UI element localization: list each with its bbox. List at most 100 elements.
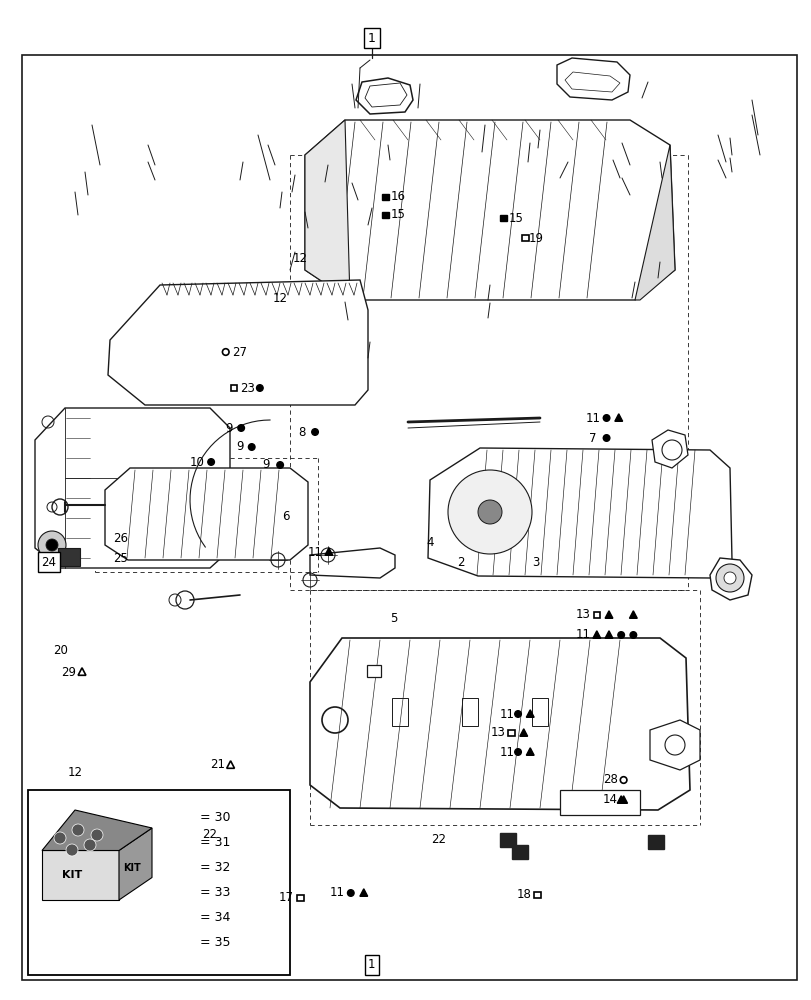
Polygon shape <box>651 430 687 468</box>
Circle shape <box>603 415 609 421</box>
Circle shape <box>66 844 78 856</box>
Polygon shape <box>614 414 622 421</box>
Polygon shape <box>35 408 230 568</box>
Text: 14: 14 <box>603 793 617 806</box>
Text: 25: 25 <box>113 552 127 564</box>
Text: 28: 28 <box>603 773 617 786</box>
Polygon shape <box>105 468 307 560</box>
Text: 6: 6 <box>281 510 290 522</box>
Polygon shape <box>709 558 751 600</box>
Text: 21: 21 <box>210 758 225 772</box>
Bar <box>647 835 663 849</box>
Text: KIT: KIT <box>123 863 141 874</box>
Text: 2: 2 <box>457 556 465 568</box>
Bar <box>178 915 185 921</box>
Text: 11: 11 <box>307 546 322 558</box>
Polygon shape <box>127 835 135 842</box>
Polygon shape <box>305 120 674 300</box>
Text: 9: 9 <box>225 422 233 434</box>
Text: 11: 11 <box>499 746 513 758</box>
Bar <box>58 548 80 566</box>
Polygon shape <box>604 611 612 618</box>
Polygon shape <box>519 729 527 736</box>
Bar <box>230 385 237 391</box>
Text: 1: 1 <box>367 32 375 45</box>
Text: 11: 11 <box>575 629 590 642</box>
Text: 22: 22 <box>431 833 445 846</box>
Polygon shape <box>427 448 731 578</box>
Text: 26: 26 <box>113 532 127 544</box>
Text: 4: 4 <box>426 536 434 550</box>
Polygon shape <box>42 810 152 850</box>
Text: 13: 13 <box>575 608 590 621</box>
Text: 29: 29 <box>62 666 76 678</box>
Text: = 31: = 31 <box>200 836 230 849</box>
Text: 20: 20 <box>54 644 68 656</box>
Text: 18: 18 <box>516 888 530 901</box>
Circle shape <box>91 829 103 841</box>
Text: 13: 13 <box>491 726 505 740</box>
Bar <box>28 790 290 975</box>
Text: 16: 16 <box>390 190 405 204</box>
Text: 3: 3 <box>531 556 539 568</box>
Circle shape <box>256 385 263 391</box>
Text: 24: 24 <box>41 556 56 568</box>
Bar <box>521 235 528 241</box>
Bar <box>297 895 303 901</box>
Polygon shape <box>42 850 119 900</box>
Circle shape <box>46 539 58 551</box>
Polygon shape <box>634 145 674 300</box>
Bar <box>593 612 599 618</box>
Bar <box>461 698 478 726</box>
Circle shape <box>715 564 743 592</box>
Polygon shape <box>604 631 612 638</box>
Text: 10: 10 <box>190 456 204 468</box>
Circle shape <box>54 832 66 844</box>
Bar <box>508 730 514 736</box>
Text: = 35: = 35 <box>200 936 230 949</box>
Text: 9: 9 <box>235 440 243 454</box>
Text: 11: 11 <box>329 886 344 899</box>
Circle shape <box>277 462 283 468</box>
Text: = 34: = 34 <box>200 911 230 924</box>
Text: 12: 12 <box>272 292 287 304</box>
Bar <box>560 790 639 815</box>
Polygon shape <box>359 889 367 896</box>
Text: 15: 15 <box>508 212 522 225</box>
Bar <box>531 698 547 726</box>
Text: 7: 7 <box>588 432 596 444</box>
Text: = 32: = 32 <box>200 861 230 874</box>
Circle shape <box>603 435 609 441</box>
Text: 11: 11 <box>585 412 599 424</box>
Bar <box>367 665 380 677</box>
Polygon shape <box>305 120 350 300</box>
Circle shape <box>448 470 531 554</box>
Text: 22: 22 <box>202 828 217 841</box>
Text: 17: 17 <box>278 891 293 904</box>
Text: 9: 9 <box>262 458 270 472</box>
Circle shape <box>478 500 501 524</box>
Bar <box>392 698 407 726</box>
Circle shape <box>617 632 624 638</box>
Polygon shape <box>108 280 367 405</box>
Circle shape <box>72 824 84 836</box>
Circle shape <box>238 425 244 431</box>
Text: KIT: KIT <box>62 870 82 880</box>
Text: 19: 19 <box>528 232 543 244</box>
Text: 8: 8 <box>298 426 306 438</box>
Circle shape <box>178 815 185 821</box>
Bar <box>500 833 515 847</box>
Polygon shape <box>526 710 534 717</box>
Bar <box>500 215 506 221</box>
Circle shape <box>629 632 636 638</box>
Text: 12: 12 <box>293 251 307 264</box>
Text: 23: 23 <box>240 381 255 394</box>
Text: 5: 5 <box>389 611 397 624</box>
Polygon shape <box>324 548 333 555</box>
Bar <box>512 845 527 859</box>
Text: 27: 27 <box>232 346 247 359</box>
Circle shape <box>723 572 735 584</box>
Text: 12: 12 <box>67 766 82 779</box>
Polygon shape <box>629 611 637 618</box>
Circle shape <box>38 531 66 559</box>
